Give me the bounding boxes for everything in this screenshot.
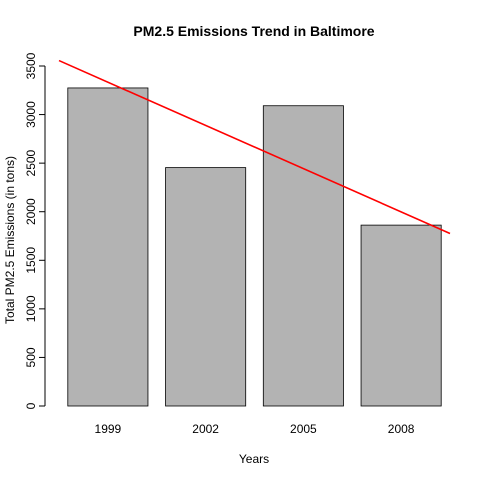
x-tick-label-1999: 1999	[95, 422, 122, 436]
trend-line	[58, 59, 451, 235]
y-tick-label-2000: 2000	[24, 198, 38, 225]
x-tick-label-2002: 2002	[192, 422, 219, 436]
bar-2005	[262, 105, 344, 407]
x-tick-label-2005: 2005	[290, 422, 317, 436]
y-axis-label: Total PM2.5 Emissions (in tons)	[3, 156, 17, 324]
bar-1999	[67, 87, 149, 407]
bar-2008	[360, 224, 442, 407]
y-tick-label-2500: 2500	[24, 149, 38, 176]
x-tick-label-2008: 2008	[388, 422, 415, 436]
chart-title: PM2.5 Emissions Trend in Baltimore	[133, 23, 374, 39]
y-tick-label-500: 500	[24, 347, 38, 367]
y-tick-label-1000: 1000	[24, 295, 38, 322]
y-tick-label-3500: 3500	[24, 52, 38, 79]
x-axis-label: Years	[239, 452, 269, 466]
y-tick-label-3000: 3000	[24, 101, 38, 128]
y-tick-label-1500: 1500	[24, 247, 38, 274]
bar-2002	[165, 167, 247, 407]
y-tick-label-0: 0	[24, 402, 38, 409]
